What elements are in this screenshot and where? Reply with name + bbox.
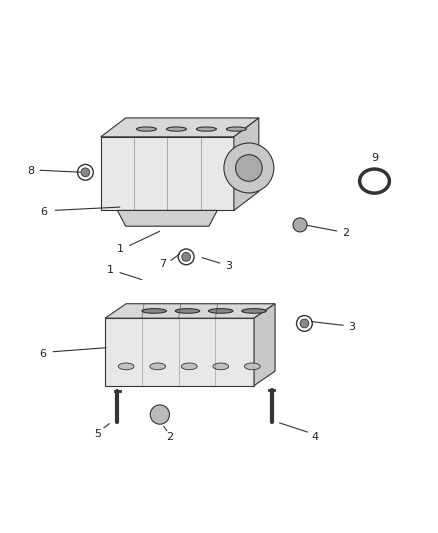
Text: 8: 8 — [27, 166, 34, 176]
Text: 1: 1 — [107, 265, 114, 275]
Polygon shape — [101, 137, 234, 211]
Polygon shape — [101, 118, 259, 137]
Polygon shape — [105, 304, 275, 318]
Polygon shape — [254, 304, 275, 386]
Circle shape — [293, 218, 307, 232]
Ellipse shape — [166, 127, 187, 131]
Circle shape — [297, 316, 312, 332]
Circle shape — [182, 253, 191, 261]
Text: 1: 1 — [117, 244, 124, 254]
Text: 7: 7 — [159, 259, 166, 269]
Text: 6: 6 — [39, 349, 46, 359]
Circle shape — [150, 405, 170, 424]
Text: 6: 6 — [40, 207, 47, 217]
Circle shape — [300, 319, 309, 328]
Polygon shape — [234, 118, 259, 211]
Text: 3: 3 — [349, 322, 356, 333]
Ellipse shape — [242, 309, 266, 313]
Ellipse shape — [175, 309, 200, 313]
Circle shape — [178, 249, 194, 265]
Circle shape — [224, 143, 274, 193]
Text: 5: 5 — [94, 429, 101, 439]
Text: 2: 2 — [166, 432, 173, 442]
Ellipse shape — [118, 363, 134, 370]
Ellipse shape — [213, 363, 229, 370]
Text: 4: 4 — [312, 432, 319, 442]
Ellipse shape — [196, 127, 216, 131]
Polygon shape — [105, 318, 254, 386]
Text: 2: 2 — [343, 228, 350, 238]
Circle shape — [236, 155, 262, 181]
Ellipse shape — [244, 363, 260, 370]
Text: 9: 9 — [371, 153, 378, 163]
Ellipse shape — [181, 363, 197, 370]
Ellipse shape — [226, 127, 246, 131]
Ellipse shape — [137, 127, 156, 131]
Ellipse shape — [150, 363, 166, 370]
Polygon shape — [117, 211, 217, 226]
Circle shape — [81, 168, 90, 177]
Ellipse shape — [208, 309, 233, 313]
Ellipse shape — [142, 309, 166, 313]
Circle shape — [78, 165, 93, 180]
Text: 3: 3 — [225, 261, 232, 271]
